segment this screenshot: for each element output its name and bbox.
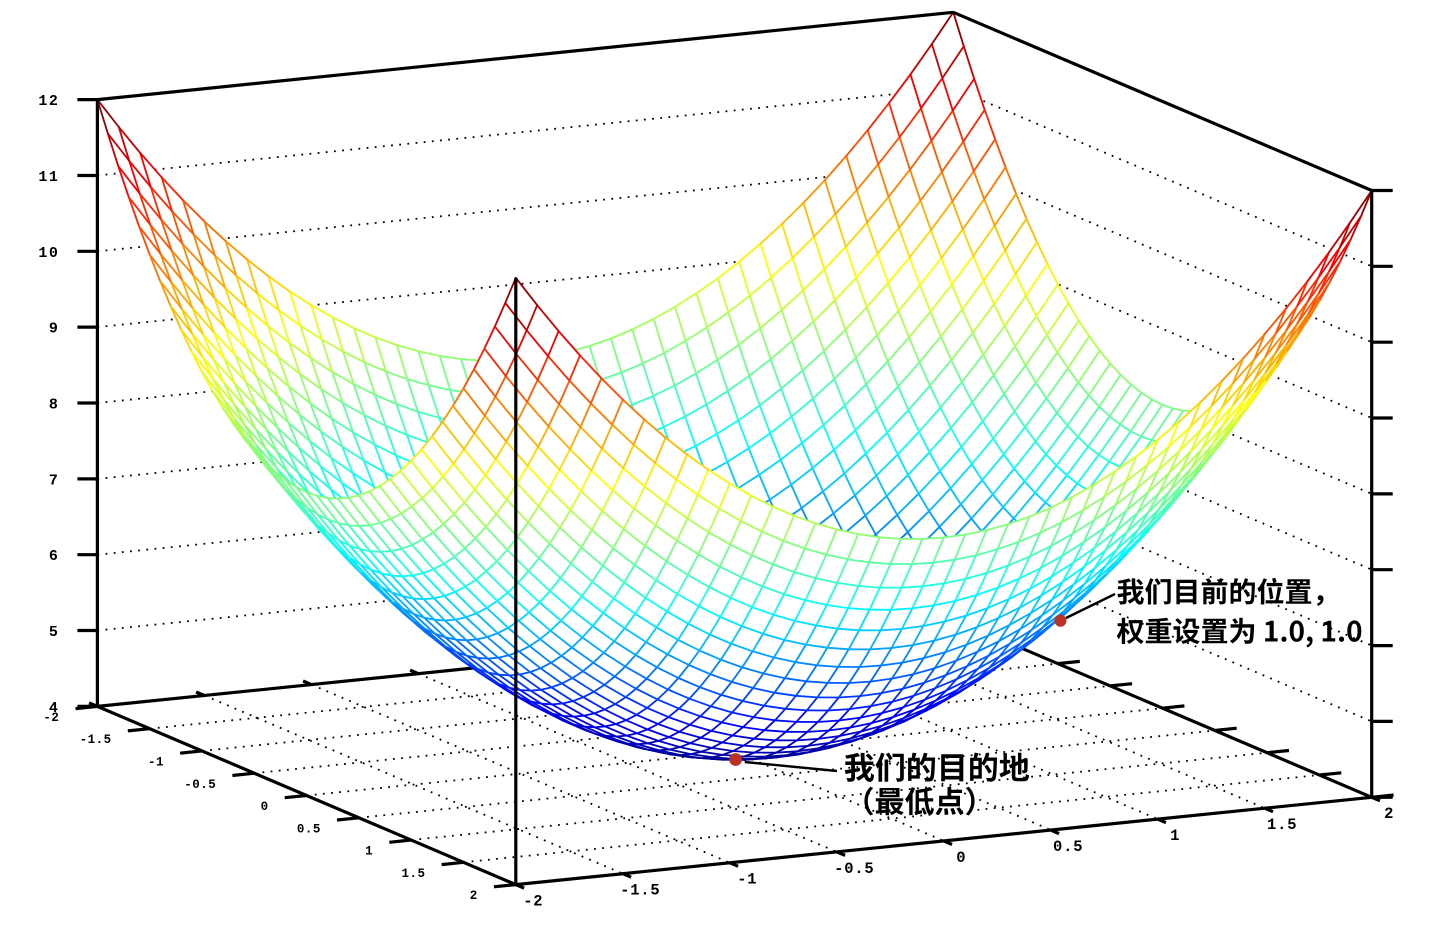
svg-text:9: 9 (49, 321, 60, 338)
svg-text:2: 2 (1384, 805, 1394, 823)
svg-text:11: 11 (38, 169, 59, 186)
svg-text:1.5: 1.5 (1267, 816, 1297, 834)
svg-text:-1: -1 (148, 756, 164, 770)
svg-text:2: 2 (470, 889, 478, 903)
svg-text:10: 10 (38, 245, 59, 262)
svg-text:-1.5: -1.5 (620, 882, 660, 900)
svg-text:1: 1 (365, 845, 373, 859)
svg-text:8: 8 (49, 397, 60, 414)
svg-text:-1: -1 (737, 871, 757, 889)
svg-text:6: 6 (49, 548, 60, 565)
svg-text:7: 7 (49, 472, 60, 489)
svg-text:-2: -2 (43, 711, 59, 725)
svg-text:-0.5: -0.5 (184, 778, 216, 792)
svg-text:-1.5: -1.5 (80, 733, 112, 747)
svg-text:1.5: 1.5 (401, 867, 425, 881)
svg-text:0: 0 (261, 800, 269, 814)
svg-text:0.5: 0.5 (297, 822, 321, 836)
svg-text:-0.5: -0.5 (834, 860, 874, 878)
svg-text:12: 12 (38, 93, 59, 110)
svg-text:1: 1 (1170, 827, 1180, 845)
svg-text:5: 5 (49, 624, 60, 641)
svg-text:-2: -2 (523, 893, 543, 911)
svg-text:4: 4 (49, 700, 60, 717)
svg-text:0: 0 (956, 849, 966, 867)
svg-text:0.5: 0.5 (1053, 838, 1083, 856)
